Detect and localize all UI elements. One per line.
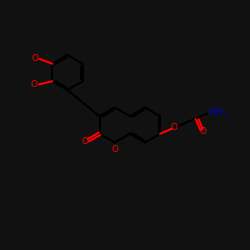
Text: NH₂: NH₂ <box>209 108 226 117</box>
Text: O: O <box>199 127 206 136</box>
Text: O: O <box>82 137 89 146</box>
Text: O: O <box>31 54 38 63</box>
Text: O: O <box>31 80 38 89</box>
Text: O: O <box>170 124 177 132</box>
Text: O: O <box>111 145 118 154</box>
